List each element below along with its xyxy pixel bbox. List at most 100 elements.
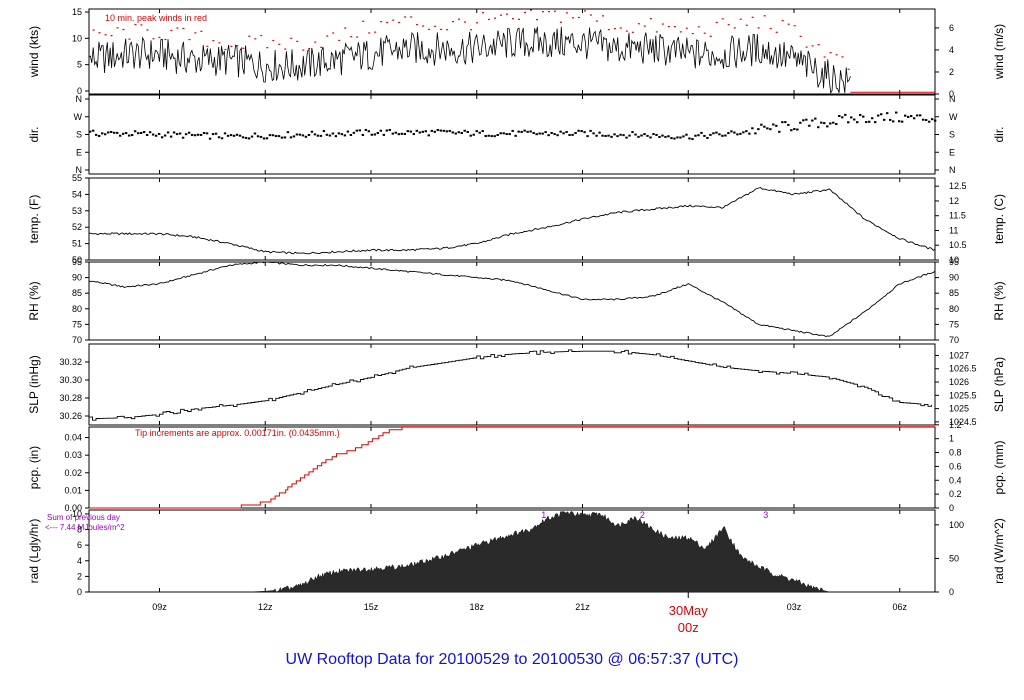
direction-point	[565, 130, 568, 133]
wind-peak-mark	[116, 27, 119, 29]
y-tick-label-right: 0.8	[949, 448, 962, 458]
direction-point	[862, 115, 865, 118]
wind-peak-mark	[500, 14, 503, 16]
direction-point	[379, 129, 383, 132]
y-tick-label: 90	[72, 273, 82, 283]
direction-point	[844, 113, 847, 116]
direction-point	[909, 115, 913, 118]
y-axis-label-right: rad (W/m^2)	[992, 518, 1006, 584]
direction-point	[433, 130, 436, 133]
wind-peak-mark	[745, 24, 748, 26]
direction-point	[331, 132, 335, 135]
direction-point	[760, 123, 763, 126]
wind-peak-mark	[230, 45, 233, 47]
direction-point	[718, 133, 721, 136]
wind-peak-mark	[775, 31, 778, 33]
y-tick-label-right: 6	[949, 23, 954, 33]
wind-peak-mark	[416, 23, 419, 26]
direction-point	[277, 135, 281, 138]
direction-point	[607, 134, 610, 137]
direction-point	[133, 130, 137, 133]
y-tick-label-right: 1	[949, 434, 954, 444]
wind-peak-mark	[482, 12, 485, 14]
direction-point	[163, 134, 167, 137]
wind-peak-mark	[583, 10, 586, 12]
wind-peak-mark	[110, 35, 113, 37]
y-tick-label: 55	[72, 173, 82, 183]
direction-point	[673, 137, 676, 140]
y-axis-label-right: pcp. (mm)	[992, 440, 1006, 494]
y-tick-label: 15	[72, 7, 82, 17]
direction-point	[886, 112, 889, 115]
direction-point	[307, 133, 311, 136]
direction-point	[187, 131, 191, 134]
y-tick-label: 30.32	[59, 357, 82, 367]
direction-point	[412, 133, 415, 136]
direction-point	[832, 121, 835, 124]
direction-point	[430, 129, 433, 132]
direction-point	[139, 132, 143, 135]
direction-point	[100, 132, 104, 135]
direction-point	[322, 130, 326, 133]
wind-peak-mark	[613, 28, 616, 30]
direction-point	[802, 119, 805, 122]
wind-peak-mark	[763, 15, 766, 17]
wind-peak-mark	[817, 44, 820, 46]
direction-point	[550, 131, 553, 134]
direction-point	[184, 133, 188, 136]
direction-point	[89, 130, 92, 133]
x-tick-label: 21z	[575, 602, 590, 612]
direction-point	[334, 135, 338, 138]
y-tick-label-right: 1024.5	[949, 417, 977, 427]
direction-point	[655, 133, 658, 136]
y-tick-label: 10	[72, 509, 82, 519]
direction-point	[538, 132, 541, 135]
direction-point	[169, 135, 173, 138]
direction-point	[634, 133, 637, 136]
wind-peak-mark	[254, 38, 257, 40]
direction-point	[514, 134, 517, 137]
y-axis-label-left: rad (Lgly/hr)	[27, 519, 41, 584]
direction-point	[874, 121, 877, 124]
direction-point	[772, 123, 775, 126]
direction-point	[924, 119, 928, 122]
direction-point	[616, 135, 619, 138]
direction-point	[829, 122, 832, 125]
wind-peak-mark	[386, 21, 389, 24]
direction-point	[190, 133, 194, 136]
direction-point	[373, 133, 377, 136]
direction-point	[850, 116, 853, 119]
direction-point	[640, 134, 643, 137]
direction-point	[691, 138, 694, 141]
y-tick-label-right: W	[949, 112, 958, 122]
y-axis-label-right: dir.	[992, 126, 1006, 142]
direction-point	[868, 120, 871, 123]
wind-peak-mark	[350, 36, 353, 38]
direction-point	[891, 120, 895, 123]
direction-point	[790, 129, 793, 132]
direction-point	[903, 114, 907, 117]
y-tick-label-right: 80	[949, 304, 959, 314]
y-tick-label-right: 1026	[949, 377, 969, 387]
wind-peak-mark	[440, 28, 443, 30]
direction-point	[427, 134, 430, 137]
direction-point	[586, 135, 589, 138]
wind-peak-mark	[410, 16, 413, 18]
direction-point	[460, 132, 463, 135]
direction-point	[742, 131, 745, 134]
direction-point	[583, 131, 586, 134]
wind-peak-mark	[577, 16, 580, 19]
wind-peak-mark	[811, 45, 814, 47]
y-tick-label-right: 4	[949, 45, 954, 55]
direction-point	[199, 133, 203, 136]
direction-point	[592, 132, 595, 135]
direction-point	[598, 131, 601, 134]
wind-peak-mark	[218, 42, 221, 44]
x-tick-label: 06z	[892, 602, 907, 612]
direction-point	[577, 129, 580, 132]
wind-peak-mark	[146, 29, 149, 31]
radiation-series	[89, 511, 935, 593]
direction-point	[451, 131, 454, 134]
direction-point	[154, 134, 158, 137]
